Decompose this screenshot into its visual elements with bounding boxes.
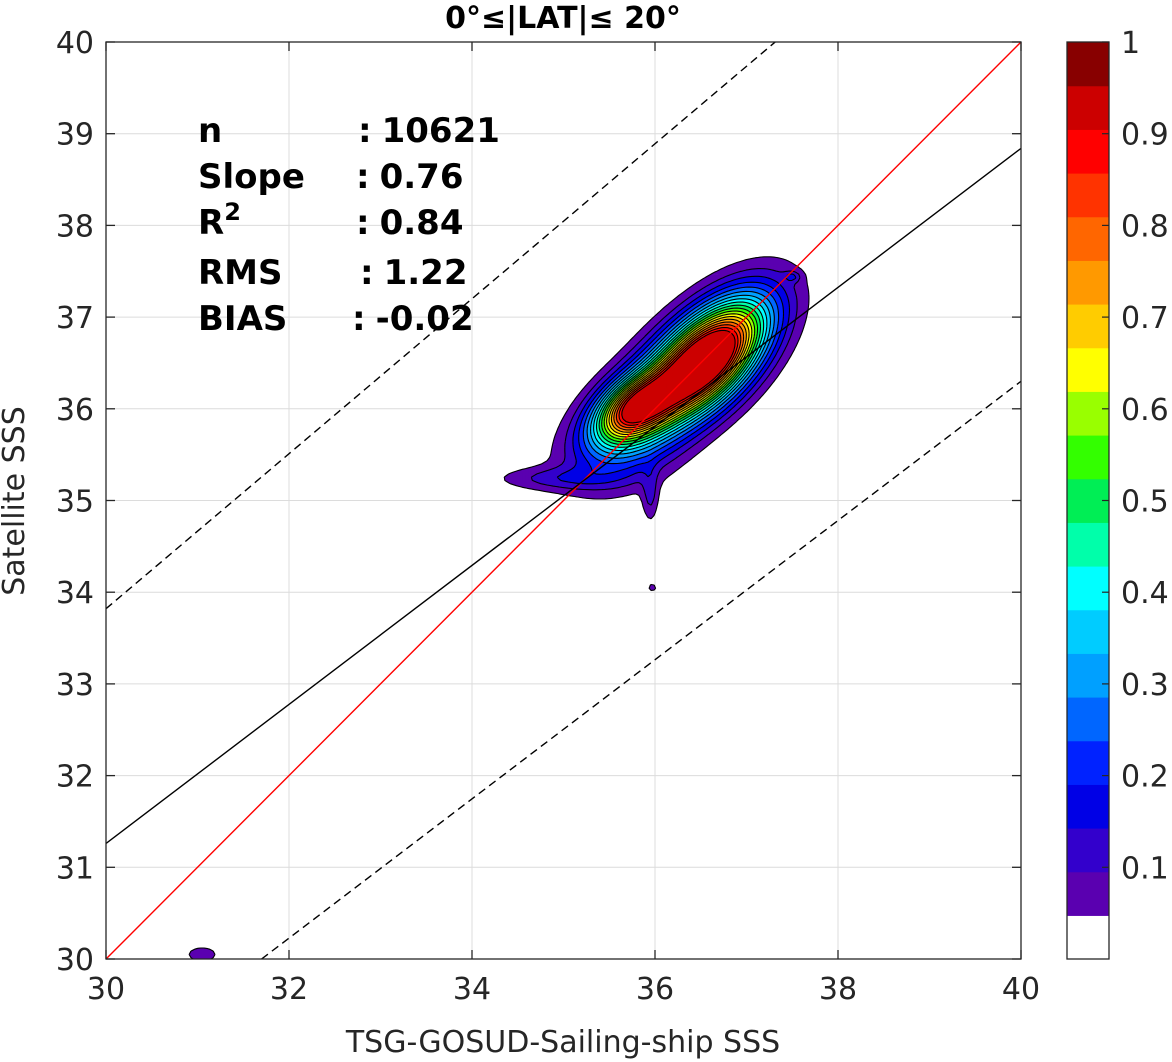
colorbar-swatch <box>1067 216 1109 261</box>
colorbar-tick-label: 0.1 <box>1121 851 1169 886</box>
y-tick-label: 36 <box>56 393 94 428</box>
contour-line-level <box>598 304 762 445</box>
contour-line-level <box>621 329 736 424</box>
contour-line-level <box>603 310 756 440</box>
stat-row: R2 :0.84 <box>198 198 464 243</box>
density-contours <box>188 256 810 959</box>
statistics-annotation: n :10621 Slope :0.76 R2 :0.84 RMS :1.22 BIAS : -0.… <box>198 111 500 339</box>
contour-line-level <box>578 281 785 475</box>
x-axis-label: TSG-GOSUD-Sailing-ship SSS <box>345 1025 780 1060</box>
colorbar-swatch <box>1067 304 1109 349</box>
stat-value: :0.76 <box>356 157 464 197</box>
reference-lines <box>106 42 1021 959</box>
colorbar-swatch <box>1067 522 1109 567</box>
colorbar-swatch <box>1067 85 1109 130</box>
colorbar-tick-label: 0.7 <box>1121 301 1169 336</box>
colorbar-swatch <box>1067 173 1109 218</box>
colorbar-tick-label: 0.3 <box>1121 668 1169 703</box>
x-tick-label: 30 <box>87 972 125 1007</box>
stat-row: BIAS : -0.02 <box>198 299 474 339</box>
colorbar-tick-label: 0.6 <box>1121 393 1169 428</box>
y-tick-label: 39 <box>56 118 94 153</box>
contour-line-level <box>590 294 772 455</box>
stat-label: RMS <box>198 253 283 293</box>
contour-line-level <box>601 307 759 443</box>
y-tick-label: 37 <box>56 301 94 336</box>
contour-line-level <box>608 315 750 436</box>
colorbar-swatch <box>1067 260 1109 305</box>
y-tick-label: 32 <box>56 760 94 795</box>
y-tick-label: 40 <box>56 26 94 61</box>
colorbar-tick-label: 0.2 <box>1121 760 1169 795</box>
x-tick-label: 36 <box>636 972 674 1007</box>
stat-label: n <box>198 111 222 151</box>
x-tick-label: 38 <box>819 972 857 1007</box>
contour-line-level <box>582 286 780 465</box>
colorbar-swatch <box>1067 740 1109 785</box>
chart-title: 0°≤|LAT|≤ 20° <box>445 1 681 36</box>
colorbar-swatch <box>1067 784 1109 829</box>
stat-row: Slope :0.76 <box>198 157 464 197</box>
colorbar-swatch <box>1067 915 1109 960</box>
lower-bound-line <box>261 380 1021 959</box>
colorbar-swatch <box>1067 391 1109 436</box>
stat-label: BIAS <box>198 299 287 339</box>
axis-ticks: 30 32 34 36 38 40 30 31 32 33 34 35 36 37 38 39 40 <box>56 26 1040 1007</box>
stat-value: :10621 <box>358 111 500 151</box>
colorbar-swatch <box>1067 871 1109 916</box>
colorbar-swatch <box>1067 42 1109 87</box>
colorbar-swatch <box>1067 828 1109 873</box>
colorbar-tick-label: 0.8 <box>1121 209 1169 244</box>
stat-value: :1.22 <box>360 253 468 293</box>
y-tick-label: 38 <box>56 209 94 244</box>
stat-value: : -0.02 <box>352 299 474 339</box>
stat-label: R2 <box>198 198 241 243</box>
y-tick-label: 35 <box>56 485 94 520</box>
stat-value: :0.84 <box>356 203 464 243</box>
y-tick-label: 31 <box>56 851 94 886</box>
colorbar-swatch <box>1067 347 1109 392</box>
colorbar-tick-label: 0.4 <box>1121 576 1169 611</box>
contour-line-level <box>586 290 775 459</box>
colorbar-swatch <box>1067 435 1109 480</box>
colorbar-tick-label: 1 <box>1121 26 1140 61</box>
colorbar-tick-label: 0.5 <box>1121 485 1169 520</box>
colorbar-swatch <box>1067 129 1109 174</box>
stat-label: Slope <box>198 157 305 197</box>
stat-row: n :10621 <box>198 111 500 151</box>
y-tick-label: 30 <box>56 943 94 978</box>
colorbar-swatch <box>1067 697 1109 742</box>
colorbar-swatch <box>1067 566 1109 611</box>
contour-line-level <box>615 324 742 429</box>
stat-row: RMS :1.22 <box>198 253 468 293</box>
contour-line-level <box>556 273 797 485</box>
contour-line-level <box>610 318 747 433</box>
regression-line <box>106 147 1021 845</box>
y-tick-label: 33 <box>56 668 94 703</box>
contour-line-level <box>530 268 801 506</box>
x-tick-label: 40 <box>1002 972 1040 1007</box>
contour-line-level <box>595 301 765 448</box>
y-axis-label: Satellite SSS <box>0 406 32 596</box>
colorbar: 0.1 0.2 0.3 0.4 0.5 0.6 0.7 0.8 0.9 1 <box>1066 26 1169 960</box>
x-tick-label: 32 <box>270 972 308 1007</box>
x-tick-label: 34 <box>453 972 491 1007</box>
one-to-one-line <box>106 42 1021 959</box>
upper-bound-line <box>106 42 777 610</box>
contour-line-level <box>188 256 810 959</box>
y-tick-label: 34 <box>56 576 94 611</box>
colorbar-tick-label: 0.9 <box>1121 118 1169 153</box>
colorbar-swatch <box>1067 609 1109 654</box>
contour-line-level <box>593 298 768 452</box>
colorbar-swatch <box>1067 653 1109 698</box>
